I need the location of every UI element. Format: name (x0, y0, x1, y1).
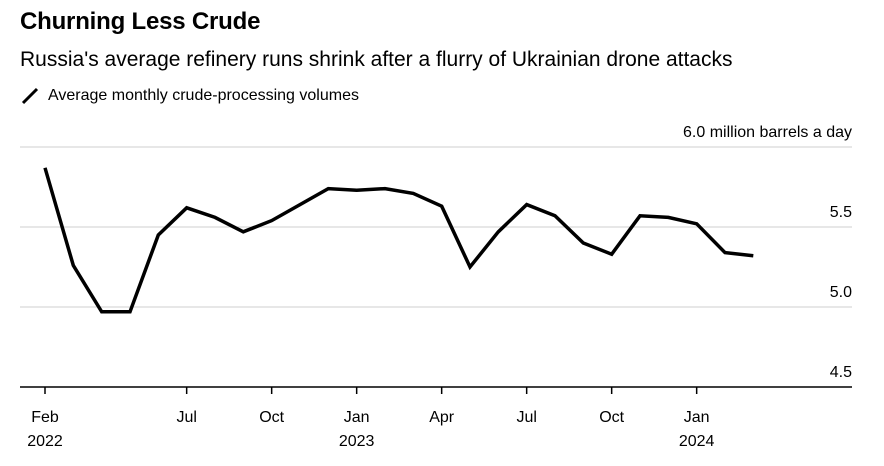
y-tick-label: 5.0 (830, 284, 852, 301)
series-line (43, 167, 754, 314)
x-tick-label: Oct (599, 409, 624, 426)
x-tick-label: Jan (344, 409, 370, 426)
chart-legend: Average monthly crude-processing volumes (20, 86, 359, 106)
gridlines (20, 146, 852, 308)
series-group (43, 167, 754, 314)
x-tick-label: Jul (516, 409, 536, 426)
x-tick-label: Oct (259, 409, 284, 426)
y-tick-label: 5.5 (830, 204, 852, 221)
chart-title: Churning Less Crude (20, 8, 261, 35)
x-tick-year-label: 2022 (27, 433, 63, 450)
x-tick-label: Feb (31, 409, 59, 426)
x-tick-year-label: 2024 (679, 433, 715, 450)
y-tick-label: 6.0 million barrels a day (683, 124, 852, 141)
x-tick-label: Jan (684, 409, 710, 426)
x-axis: Feb 2022 Jul Oct Jan 2023 Apr Jul Oct Jan 2024 (20, 386, 852, 450)
x-tick-label: Apr (429, 409, 455, 426)
x-tick-year-label: 2023 (339, 433, 375, 450)
y-tick-label: 4.5 (830, 364, 852, 381)
legend-line-icon (21, 87, 39, 105)
chart-subtitle: Russia's average refinery runs shrink af… (20, 48, 733, 71)
x-tick-label: Jul (176, 409, 196, 426)
legend-label: Average monthly crude-processing volumes (48, 87, 359, 104)
y-axis: 6.0 million barrels a day 5.5 5.0 4.5 (683, 124, 852, 381)
